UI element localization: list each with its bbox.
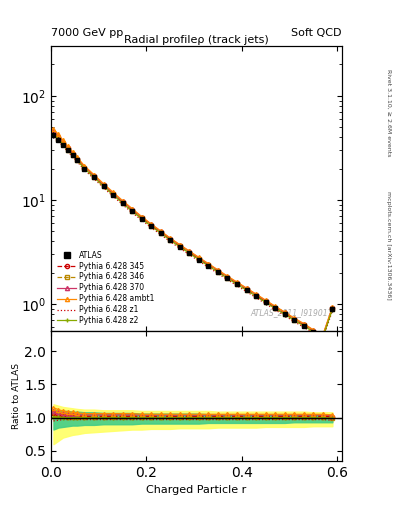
Legend: ATLAS, Pythia 6.428 345, Pythia 6.428 346, Pythia 6.428 370, Pythia 6.428 ambt1,: ATLAS, Pythia 6.428 345, Pythia 6.428 34…: [55, 248, 157, 327]
X-axis label: Charged Particle r: Charged Particle r: [146, 485, 247, 495]
Title: Radial profileρ (track jets): Radial profileρ (track jets): [124, 35, 269, 45]
Y-axis label: Ratio to ATLAS: Ratio to ATLAS: [13, 363, 22, 429]
Text: mcplots.cern.ch [arXiv:1306.3436]: mcplots.cern.ch [arXiv:1306.3436]: [386, 191, 391, 300]
Text: 7000 GeV pp: 7000 GeV pp: [51, 28, 123, 38]
Text: Soft QCD: Soft QCD: [292, 28, 342, 38]
Text: ATLAS_2011_I919017: ATLAS_2011_I919017: [251, 308, 333, 317]
Text: Rivet 3.1.10, ≥ 2.6M events: Rivet 3.1.10, ≥ 2.6M events: [386, 69, 391, 156]
